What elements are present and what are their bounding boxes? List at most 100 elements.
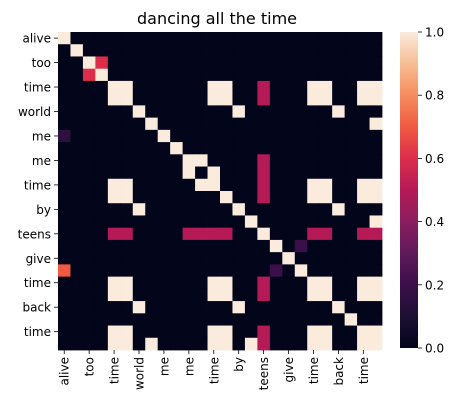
- heatmap-cell: [170, 68, 184, 82]
- heatmap-cell: [319, 68, 333, 82]
- heatmap-cell: [269, 68, 283, 82]
- x-tick-label: by: [232, 357, 246, 372]
- heatmap-cell: [132, 264, 146, 278]
- heatmap-cell: [307, 166, 321, 180]
- heatmap-cell: [220, 142, 233, 155]
- heatmap-cell: [257, 129, 271, 143]
- heatmap-cell: [294, 313, 308, 326]
- x-tick-label: back: [332, 357, 346, 386]
- heatmap-cell: [294, 288, 308, 302]
- heatmap-cell: [207, 178, 221, 192]
- heatmap-cell: [120, 239, 134, 253]
- heatmap-cell: [244, 166, 258, 180]
- heatmap-cell: [145, 264, 159, 278]
- heatmap-cell: [307, 252, 321, 265]
- heatmap-cell: [319, 166, 333, 180]
- heatmap-cell: [120, 56, 134, 70]
- heatmap-cell: [120, 252, 134, 265]
- heatmap-cell: [132, 68, 146, 82]
- heatmap-cell: [319, 32, 333, 45]
- heatmap-cell: [369, 44, 383, 57]
- heatmap-cell: [332, 288, 346, 302]
- heatmap-cell: [369, 288, 383, 302]
- heatmap-cell: [294, 215, 308, 229]
- heatmap-cell: [132, 276, 146, 290]
- heatmap-cell: [232, 313, 246, 326]
- heatmap-cell: [332, 215, 346, 229]
- heatmap-cell: [332, 264, 346, 278]
- heatmap-cell: [344, 325, 358, 339]
- heatmap-cell: [257, 252, 271, 265]
- heatmap-cell: [157, 313, 171, 326]
- heatmap-cell: [207, 325, 221, 339]
- heatmap-cell: [70, 301, 84, 314]
- heatmap-cell: [220, 337, 233, 351]
- heatmap-cell: [244, 203, 258, 216]
- heatmap-cell: [132, 215, 146, 229]
- heatmap-cell: [257, 93, 271, 106]
- heatmap-cell: [207, 93, 221, 106]
- heatmap-cell: [220, 105, 233, 119]
- heatmap-cell: [319, 264, 333, 278]
- heatmap-cell: [145, 252, 159, 265]
- heatmap-cell: [82, 203, 96, 216]
- heatmap-cell: [319, 129, 333, 143]
- heatmap-cell: [257, 227, 271, 241]
- heatmap-cell: [145, 203, 159, 216]
- heatmap-cell: [369, 68, 383, 82]
- x-tick-label: world: [133, 357, 147, 390]
- y-tick-label: back: [22, 301, 51, 315]
- heatmap-cell: [170, 142, 184, 155]
- heatmap-cell: [332, 191, 346, 204]
- heatmap-cell: [182, 32, 196, 45]
- y-tick-label: me: [32, 129, 51, 143]
- heatmap-cell: [157, 264, 171, 278]
- heatmap-cell: [232, 56, 246, 70]
- heatmap-cell: [70, 166, 84, 180]
- heatmap-cell: [220, 239, 233, 253]
- heatmap-cell: [357, 129, 370, 143]
- heatmap-cell: [357, 93, 370, 106]
- heatmap-cell: [257, 191, 271, 204]
- heatmap-cell: [319, 301, 333, 314]
- heatmap-cell: [232, 301, 246, 314]
- heatmap-cell: [107, 105, 121, 119]
- heatmap-cell: [207, 166, 221, 180]
- heatmap-cell: [232, 154, 246, 167]
- heatmap-cell: [307, 215, 321, 229]
- heatmap-cell: [282, 56, 296, 70]
- heatmap-cell: [307, 313, 321, 326]
- heatmap-cell: [257, 142, 271, 155]
- heatmap-cell: [332, 203, 346, 216]
- y-tick-label: teens: [18, 227, 51, 241]
- colorbar-tick-label: 0.4: [425, 215, 444, 229]
- heatmap-cell: [269, 80, 283, 94]
- heatmap-cell: [232, 93, 246, 106]
- heatmap-cell: [132, 44, 146, 57]
- x-tick-label: teens: [257, 357, 271, 390]
- y-tick-label: alive: [22, 32, 51, 46]
- heatmap-cell: [58, 166, 71, 180]
- heatmap-cell: [58, 239, 71, 253]
- heatmap-cell: [369, 215, 383, 229]
- heatmap-cell: [332, 44, 346, 57]
- heatmap-cell: [244, 239, 258, 253]
- heatmap-cell: [319, 203, 333, 216]
- heatmap-cell: [369, 117, 383, 131]
- heatmap-cell: [294, 68, 308, 82]
- heatmap-cell: [307, 154, 321, 167]
- heatmap-cell: [282, 142, 296, 155]
- x-tick-label: too: [83, 357, 97, 376]
- heatmap-cell: [357, 117, 370, 131]
- heatmap-cell: [344, 227, 358, 241]
- heatmap-cell: [145, 313, 159, 326]
- heatmap-cell: [132, 32, 146, 45]
- x-tick-label: give: [282, 357, 296, 382]
- heatmap-cell: [95, 32, 109, 45]
- heatmap-cell: [120, 44, 134, 57]
- heatmap-cell: [58, 117, 71, 131]
- heatmap-cell: [120, 227, 134, 241]
- heatmap-cell: [257, 264, 271, 278]
- heatmap-cell: [132, 203, 146, 216]
